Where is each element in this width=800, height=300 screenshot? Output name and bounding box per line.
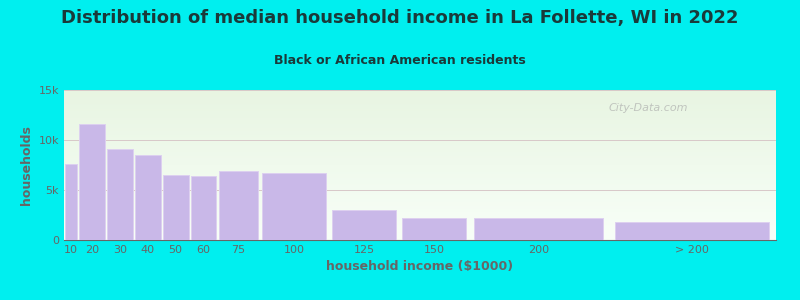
Bar xyxy=(402,218,466,240)
Bar xyxy=(135,155,161,240)
Bar xyxy=(332,210,396,240)
Text: City-Data.com: City-Data.com xyxy=(608,103,687,113)
Bar xyxy=(615,222,770,240)
Y-axis label: households: households xyxy=(20,125,33,205)
Bar xyxy=(79,124,105,240)
Bar xyxy=(65,164,78,240)
Text: Black or African American residents: Black or African American residents xyxy=(274,54,526,67)
Bar xyxy=(190,176,217,240)
Bar xyxy=(219,171,258,240)
Text: Distribution of median household income in La Follette, WI in 2022: Distribution of median household income … xyxy=(62,9,738,27)
Bar xyxy=(262,173,326,240)
Bar xyxy=(107,149,133,240)
Bar xyxy=(163,175,189,240)
X-axis label: household income ($1000): household income ($1000) xyxy=(326,260,514,273)
Bar xyxy=(474,218,603,240)
